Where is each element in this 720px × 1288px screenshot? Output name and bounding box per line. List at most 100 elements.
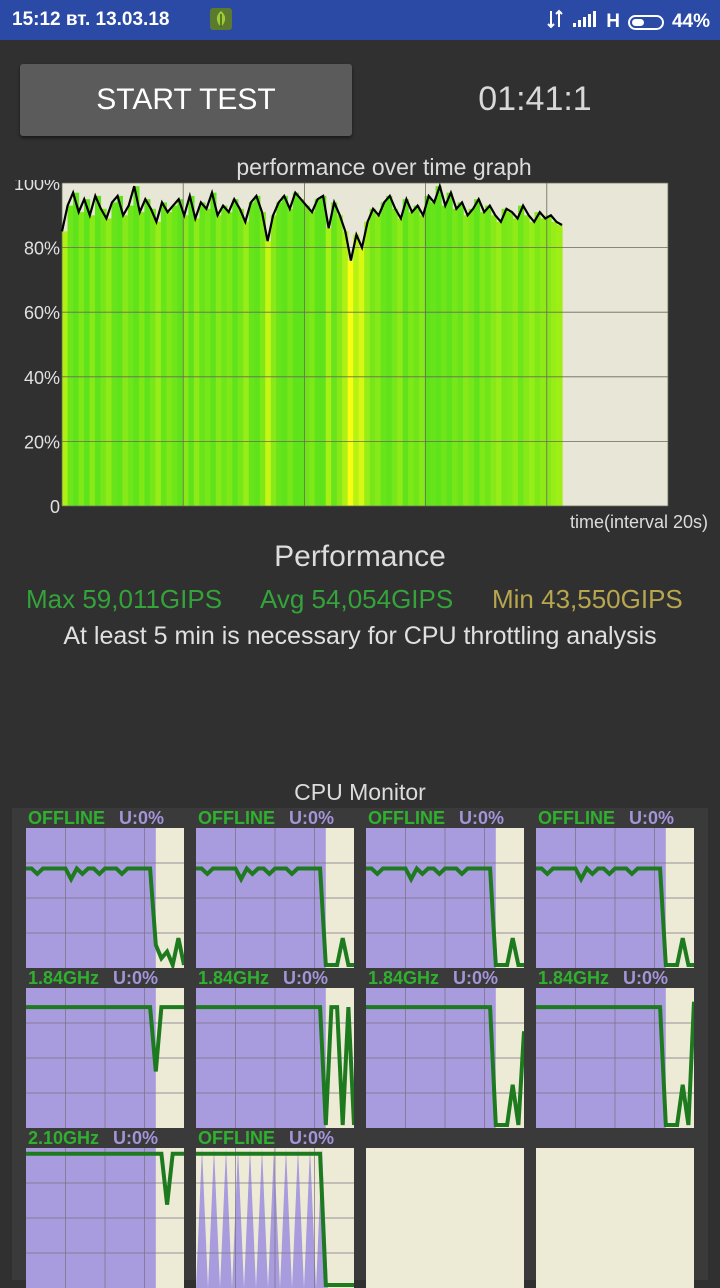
cpu-core: 1.84GHz U:0% [366,968,524,1128]
core-frequency-line [366,865,524,967]
heat-strip [232,199,239,506]
cpu-core-graph [196,988,354,1128]
performance-title: Performance [274,540,446,573]
heat-strip [380,202,387,506]
cpu-monitor-panel: OFFLINE U:0% OFFLINE U:0% OFFLINE U:0% OFFLINE… [12,808,708,1288]
cpu-core-label: 1.84GHz U:0% [28,968,158,989]
cpu-core-frequency: OFFLINE [28,808,105,828]
heat-strip [95,195,102,506]
heat-strip [166,212,173,506]
heat-strip [204,208,211,507]
heat-strip [84,199,91,506]
core-frequency-line [196,1005,354,1126]
heat-strip [325,228,332,506]
cpu-core-graph [366,828,524,968]
heat-strip [441,205,448,506]
y-tick-label: 100% [14,180,60,194]
cpu-core-utilization: U:0% [459,808,505,828]
cpu-core-empty [366,1128,524,1288]
heat-strip [369,208,376,507]
heat-strip [424,195,431,506]
heat-strip [67,205,74,506]
cpu-core-graph [196,828,354,968]
heat-strip [419,215,426,507]
cpu-core-graph [26,988,184,1128]
cpu-core-frequency: 1.84GHz [28,968,100,988]
heat-strip [199,202,206,506]
cpu-core-frequency: 1.84GHz [538,968,610,988]
heat-strip [149,208,156,507]
heat-strip [265,241,272,506]
core-frequency-line [366,1005,524,1127]
cpu-core-utilization: U:0% [453,968,499,988]
status-bar: 15:12 вт. 13.03.18 H 44% [0,0,720,40]
heat-strip [331,202,338,506]
graph-heat-strips [62,186,563,507]
heat-strip [111,202,118,506]
cpu-core: OFFLINE U:0% [26,808,184,968]
heat-strip [298,199,305,506]
heat-strip [342,231,349,506]
heat-strip [116,195,123,506]
cpu-monitor-title: CPU Monitor [294,779,426,805]
cpu-core-graph [536,988,694,1128]
heat-strip [529,221,536,507]
cpu-core-graph [536,828,694,968]
heat-strip [160,202,167,506]
heat-strip [364,221,371,507]
core-frequency-line [26,865,184,968]
performance-graph: 100% 80% 60% 40% 20% 0 time(interval 20s) [14,180,708,532]
cpu-core-label: OFFLINE U:0% [28,808,164,829]
heat-strip [309,212,316,506]
start-test-button[interactable]: START TEST [20,64,352,136]
heat-strip [518,205,525,506]
heat-strip [408,212,415,506]
heat-strip [248,202,255,506]
cpu-core: OFFLINE U:0% [536,808,694,968]
cpu-core-frequency: OFFLINE [198,1128,275,1148]
heat-strip [446,192,453,506]
cpu-core-label: OFFLINE U:0% [368,808,504,829]
cpu-core-label: 1.84GHz U:0% [538,968,668,989]
heat-strip [507,212,514,506]
cpu-core-utilization: U:0% [289,1128,335,1148]
cpu-core-label: 1.84GHz U:0% [198,968,328,989]
test-timer: 01:41:1 [478,80,592,118]
heat-strip [391,208,398,507]
y-tick-label: 20% [24,432,60,452]
data-arrows-icon [546,9,564,35]
network-type: H [606,11,620,32]
status-time-date: 15:12 вт. 13.03.18 [12,9,170,30]
core-frequency-line [536,865,694,967]
cpu-core-graph [196,1148,354,1288]
cpu-core-graph [536,1148,694,1288]
heat-strip [545,215,552,507]
cpu-core: OFFLINE U:0% [196,808,354,968]
heat-strip [127,205,134,506]
heat-strip [254,195,261,506]
heat-strip [215,215,222,507]
cpu-core-utilization: U:0% [623,968,669,988]
cpu-core-utilization: U:0% [283,968,329,988]
core-graph-background [366,1148,524,1288]
heat-strip [479,212,486,506]
x-axis-label: time(interval 20s) [570,512,708,532]
heat-strip [188,195,195,506]
heat-strip [457,202,464,506]
cpu-core-frequency: 1.84GHz [198,968,270,988]
heat-strip [413,205,420,506]
heat-strip [73,192,80,506]
heat-strip [386,195,393,506]
cpu-core-label: 1.84GHz U:0% [368,968,498,989]
heat-strip [237,208,244,507]
y-tick-label: 80% [24,239,60,259]
cpu-core-utilization: U:0% [289,808,335,828]
battery-fill [631,18,645,26]
heat-strip [243,221,250,507]
heat-strip [281,195,288,506]
heat-strip [100,208,107,507]
heat-strip [347,260,354,506]
heat-strip [122,215,129,507]
heat-strip [270,215,277,507]
heat-strip [551,221,558,507]
